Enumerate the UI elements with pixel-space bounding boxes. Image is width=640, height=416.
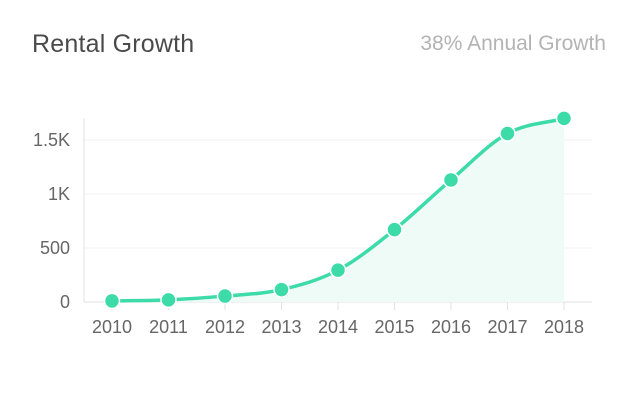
y-tick-label: 0	[60, 292, 70, 312]
data-point	[329, 261, 347, 279]
x-tick-label: 2011	[149, 317, 188, 337]
chart-subtitle: 38% Annual Growth	[420, 32, 606, 55]
x-tick-label: 2014	[318, 317, 358, 337]
x-tick-label: 2017	[487, 317, 527, 337]
x-tick-label: 2015	[374, 317, 414, 337]
series-area	[112, 118, 564, 303]
x-tick-label: 2010	[92, 317, 132, 337]
data-point	[386, 221, 403, 238]
data-point	[499, 125, 516, 142]
chart-title: Rental Growth	[32, 30, 195, 58]
data-point	[273, 281, 290, 298]
y-tick-label: 500	[40, 238, 70, 258]
x-tick-label: 2018	[544, 317, 584, 337]
data-point	[103, 292, 121, 310]
y-tick-label: 1.5K	[33, 130, 70, 150]
data-point	[442, 171, 460, 189]
x-tick-label: 2013	[261, 317, 301, 337]
y-tick-label: 1K	[48, 184, 70, 204]
data-point	[555, 110, 573, 127]
x-tick-label: 2012	[205, 317, 245, 337]
x-tick-label: 2016	[431, 317, 471, 337]
data-point	[216, 287, 234, 305]
data-point	[160, 291, 177, 309]
